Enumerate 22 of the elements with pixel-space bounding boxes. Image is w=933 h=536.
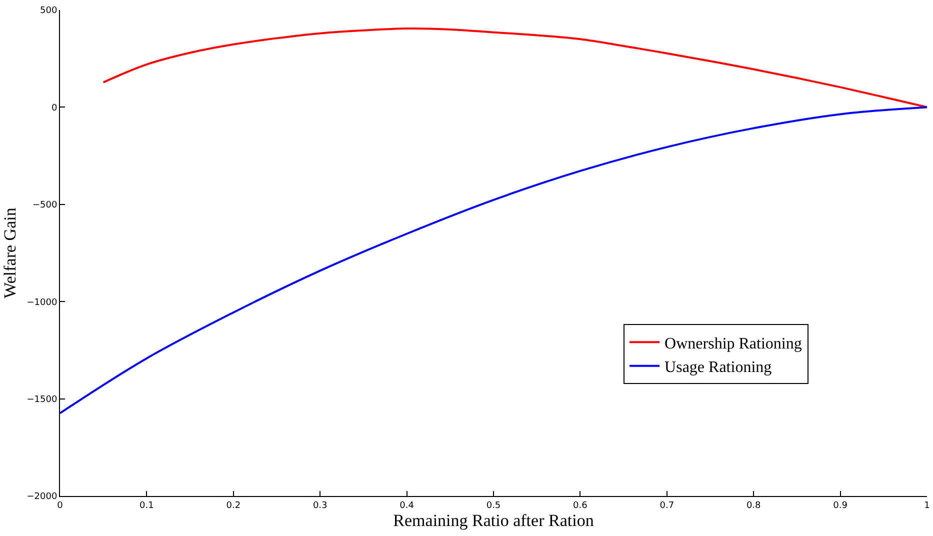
x-axis-title: Remaining Ratio after Ration: [393, 510, 594, 530]
x-tick-label: 0.9: [833, 500, 848, 511]
x-tick-label: 0.5: [486, 500, 501, 511]
y-tick-label: −1500: [26, 394, 58, 405]
x-tick-label: 0.6: [573, 500, 588, 511]
line-series: [60, 106, 927, 414]
x-tick-label: 0.2: [226, 500, 241, 511]
y-tick-label: −500: [32, 200, 58, 211]
y-tick-label: 500: [40, 6, 58, 16]
y-tick-label: 0: [51, 103, 58, 114]
y-tick-label: −2000: [26, 492, 58, 502]
legend-label: Ownership Rationing: [664, 335, 802, 352]
x-tick-label: 0.1: [140, 500, 154, 511]
x-tick-label: 0.7: [660, 500, 674, 511]
line-series: [102, 27, 927, 108]
x-tick-label: 0.4: [400, 500, 414, 511]
x-tick-label: 0.3: [312, 500, 328, 511]
x-tick-label: 0.8: [746, 500, 762, 511]
y-tick-label: −1000: [26, 298, 58, 308]
legend-label: Usage Rationing: [664, 359, 772, 376]
y-axis-title: Welfare Gain: [0, 207, 20, 298]
x-tick-label: 1: [924, 500, 930, 511]
